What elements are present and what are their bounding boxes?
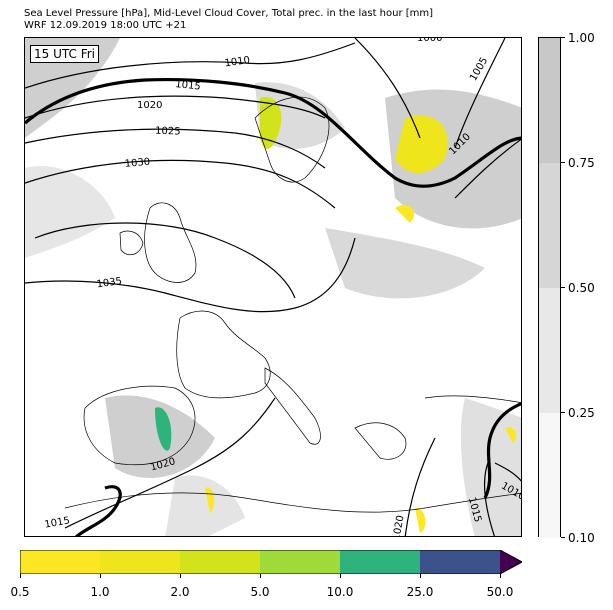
precip-bin [260,550,341,574]
precip-tick-mark [100,574,101,578]
coast-ireland [119,230,144,256]
cloud-tick-label: 0.75 [568,156,595,170]
cloud-tick-mark [561,412,565,413]
precip-poland [395,204,415,223]
map-panel: 1000 1005 1010 1010 1010 1015 1015 1015 … [24,37,522,537]
precip-bin [180,550,261,574]
cloud-area-turkey [460,398,521,536]
precip-colorbar [20,550,522,574]
cloud-tick-label: 0.10 [568,531,595,545]
cloud-bin-1 [539,413,560,538]
precip-libya [415,507,426,533]
isobar-label: 1020 [391,514,406,537]
precip-bin [100,550,181,574]
coast-greece [354,422,407,460]
cloud-bin-4 [539,38,560,163]
isobar-1015-se [483,402,521,499]
precip-spain [155,407,172,451]
isobar-label: 1005 [468,56,490,84]
isobar-1030 [25,159,336,209]
coast-britain [144,202,197,283]
precip-bin [340,550,421,574]
precip-tick-mark [180,574,181,578]
isobar-label: 1030 [124,157,150,170]
precip-tick-label: 0.5 [10,585,30,599]
precip-tick-mark [260,574,261,578]
cloud-tick-mark [561,37,565,38]
isobar-1010-se [494,462,521,482]
isobar-1000 [354,38,421,139]
precip-turkey [505,426,517,443]
precip-tick-mark [500,574,501,578]
isobar-1015-thick [25,77,521,536]
cloud-tick-label: 1.00 [568,31,595,45]
precip-over-triangle [500,550,522,574]
isobar-label: 1000 [417,38,442,44]
chart-title: Sea Level Pressure [hPa], Mid-Level Clou… [24,8,434,19]
map-svg: 1000 1005 1010 1010 1010 1015 1015 1015 … [25,38,521,537]
cloud-tick-label: 0.50 [568,281,595,295]
isobar-label: 1020 [137,100,162,111]
cloud-tick-mark [561,537,565,538]
cloud-bin-2 [539,288,560,413]
isobar-1020-south [64,397,276,529]
valid-time-label: 15 UTC Fri [30,45,99,63]
isobar-1020-libya [404,437,436,536]
precip-tick-label: 2.0 [170,585,190,599]
cloud-tick-label: 0.25 [568,406,595,420]
isobar-1010-east [454,138,521,199]
isobar-label: 1010 [224,55,251,69]
isobar-label: 1015 [175,79,201,93]
precip-colorbar-outline [20,550,522,574]
cloud-bin-3 [539,163,560,288]
precip-tick-label: 1.0 [90,585,110,599]
precip-bin [20,550,101,574]
precip-tick-mark [20,574,21,578]
precip-tick-label: 5.0 [250,585,270,599]
isobar-1015-north [25,77,521,188]
cloud-area-africa [165,475,245,536]
precip-tick-label: 25.0 [406,585,434,599]
chart-subtitle: WRF 12.09.2019 18:00 UTC +21 [24,20,187,31]
coast-scandinavia [254,96,330,183]
coast-france [176,310,271,399]
coast-italy [264,367,321,445]
coast-black-sea-south [424,395,521,404]
precip-baltic [395,115,448,173]
isobar-1035 [25,237,356,313]
cloud-area-atlantic [25,166,115,258]
precip-tick-mark [420,574,421,578]
isobar-label: 1035 [96,276,123,290]
isobar-layer [25,38,521,536]
precip-norway [260,97,282,149]
isobar-1005 [454,38,506,149]
cloud-area-east-europe [325,228,485,299]
isobar-label: 1015 [44,515,71,530]
isobar-1010 [25,42,356,89]
isobar-1035-inner [34,222,296,299]
precip-bins [20,550,522,574]
coast-north-africa [64,492,521,513]
isobar-1025 [25,128,326,169]
coastline-layer [64,96,521,513]
cloud-cover-colorbar [538,37,561,538]
cloud-tick-mark [561,287,565,288]
cloud-area-nw [25,38,120,138]
precip-tick-label: 50.0 [486,585,514,599]
cloud-tick-mark [561,162,565,163]
precip-layer [155,97,517,533]
precip-tick-mark [340,574,341,578]
isobar-1015-south [74,485,122,536]
isobar-1020-north [25,95,326,119]
isobar-label: 1025 [155,126,181,138]
coast-iberia [83,385,196,466]
precip-bin [420,550,501,574]
precip-tick-label: 10.0 [326,585,354,599]
